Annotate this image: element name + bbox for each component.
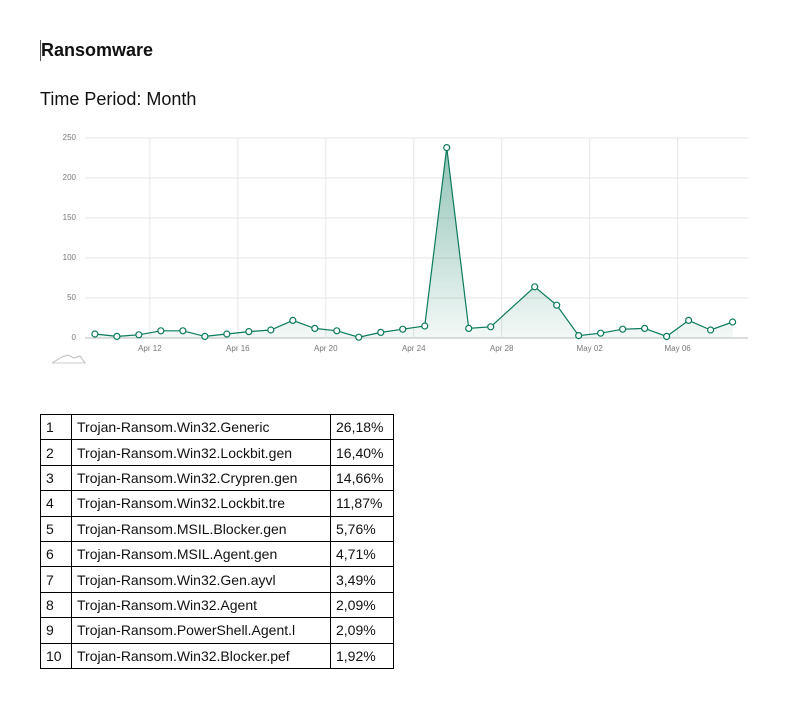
point <box>267 326 275 334</box>
rank: 2 <box>40 439 72 466</box>
point <box>135 331 143 339</box>
table-row: 2 Trojan-Ransom.Win32.Lockbit.gen 16,40% <box>40 439 394 466</box>
share: 26,18% <box>330 413 394 441</box>
point <box>333 327 341 335</box>
table-row: 7 Trojan-Ransom.Win32.Gen.ayvl 3,49% <box>40 566 394 593</box>
point <box>355 333 363 341</box>
share: 1,92% <box>330 642 394 669</box>
threat-name: Trojan-Ransom.PowerShell.Agent.l <box>71 617 331 644</box>
table-row: 9 Trojan-Ransom.PowerShell.Agent.l 2,09% <box>40 617 394 644</box>
point <box>619 325 627 333</box>
table-row: 10 Trojan-Ransom.Win32.Blocker.pef 1,92% <box>40 642 394 669</box>
table-row: 3 Trojan-Ransom.Win32.Crypren.gen 14,66% <box>40 464 394 492</box>
x-tick-label: May 06 <box>665 344 692 353</box>
point <box>553 301 561 309</box>
share: 2,09% <box>330 591 394 619</box>
rank: 5 <box>40 515 72 542</box>
y-tick-label: 200 <box>63 173 77 182</box>
navigator-icon <box>51 354 86 364</box>
table-row: 8 Trojan-Ransom.Win32.Agent 2,09% <box>40 591 394 619</box>
point <box>377 328 385 336</box>
threat-name: Trojan-Ransom.MSIL.Blocker.gen <box>71 515 331 542</box>
ranking-table: 1 Trojan-Ransom.Win32.Generic 26,18% 2 Troja… <box>40 413 394 669</box>
point <box>685 316 693 324</box>
point <box>487 323 495 331</box>
threat-name: Trojan-Ransom.Win32.Agent <box>71 591 331 619</box>
x-tick-label: Apr 16 <box>226 344 250 353</box>
rank: 3 <box>40 464 72 492</box>
share: 3,49% <box>330 566 394 593</box>
x-tick-label: Apr 12 <box>138 344 162 353</box>
point <box>399 325 407 333</box>
threat-name: Trojan-Ransom.Win32.Crypren.gen <box>71 464 331 492</box>
rank: 7 <box>40 566 72 593</box>
table-row: 6 Trojan-Ransom.MSIL.Agent.gen 4,71% <box>40 540 394 568</box>
point <box>245 328 253 336</box>
threat-name: Trojan-Ransom.Win32.Lockbit.gen <box>71 439 331 466</box>
rank: 10 <box>40 642 72 669</box>
y-tick-label: 50 <box>67 293 76 302</box>
share: 4,71% <box>330 540 394 568</box>
point <box>201 332 209 340</box>
rank: 4 <box>40 490 72 517</box>
share: 11,87% <box>330 490 394 517</box>
point <box>179 327 187 335</box>
x-tick-label: May 02 <box>577 344 604 353</box>
table-row: 4 Trojan-Ransom.Win32.Lockbit.tre 11,87% <box>40 490 394 517</box>
point <box>729 318 737 326</box>
x-tick-label: Apr 28 <box>490 344 514 353</box>
point <box>707 326 715 334</box>
point <box>157 327 165 335</box>
table-row: 1 Trojan-Ransom.Win32.Generic 26,18% <box>40 413 394 441</box>
point <box>443 144 451 152</box>
y-tick-label: 0 <box>72 333 77 342</box>
point <box>531 283 539 291</box>
x-tick-label: Apr 24 <box>402 344 426 353</box>
table-row: 5 Trojan-Ransom.MSIL.Blocker.gen 5,76% <box>40 515 394 542</box>
y-tick-label: 150 <box>63 213 77 222</box>
y-tick-label: 250 <box>63 133 77 142</box>
point <box>311 324 319 332</box>
rank: 1 <box>40 413 72 441</box>
threat-name: Trojan-Ransom.Win32.Generic <box>71 413 331 441</box>
rank: 6 <box>40 540 72 568</box>
point <box>113 332 121 340</box>
point <box>289 316 297 324</box>
point <box>421 322 429 330</box>
share: 5,76% <box>330 515 394 542</box>
period-label: Time Period: Month <box>40 89 197 109</box>
share: 16,40% <box>330 439 394 466</box>
point <box>575 332 583 340</box>
point <box>91 330 99 338</box>
threat-name: Trojan-Ransom.MSIL.Agent.gen <box>71 540 331 568</box>
point <box>465 324 473 332</box>
threat-name: Trojan-Ransom.Win32.Lockbit.tre <box>71 490 331 517</box>
share: 14,66% <box>330 464 394 492</box>
rank: 8 <box>40 591 72 619</box>
chart: 0 50 100 150 200 250 Apr 12 Apr 16 Apr 20 Apr 24 A… <box>51 133 748 364</box>
rank: 9 <box>40 617 72 644</box>
y-tick-label: 100 <box>63 253 77 262</box>
point <box>663 332 671 340</box>
point <box>597 329 605 337</box>
threat-name: Trojan-Ransom.Win32.Blocker.pef <box>71 642 331 669</box>
share: 2,09% <box>330 617 394 644</box>
page-title: Ransomware <box>40 40 154 61</box>
point <box>641 324 649 332</box>
x-tick-label: Apr 20 <box>314 344 338 353</box>
threat-name: Trojan-Ransom.Win32.Gen.ayvl <box>71 566 331 593</box>
point <box>223 330 231 338</box>
